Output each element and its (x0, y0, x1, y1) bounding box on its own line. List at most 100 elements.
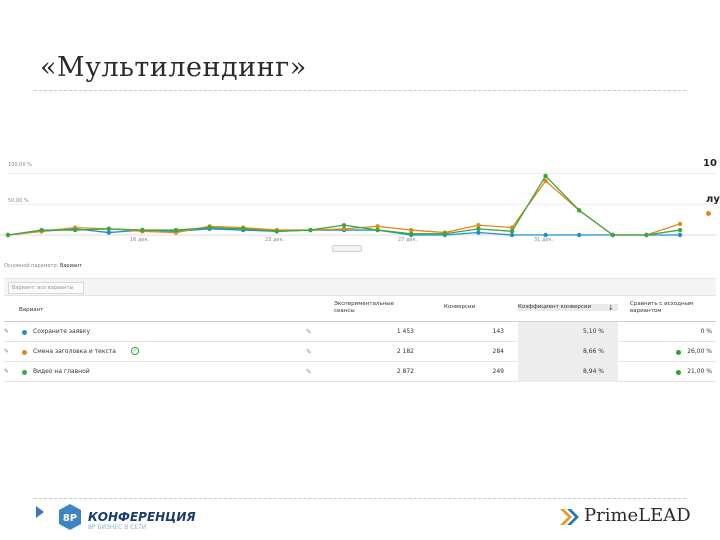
primary-dimension-row: Основной параметр: Вариант (4, 263, 82, 269)
conversions-value: 143 (492, 328, 504, 335)
line-chart-svg (0, 172, 716, 238)
series-point (577, 208, 582, 213)
edit-icon[interactable]: ✎ (4, 348, 10, 355)
brand-name: PrimeLEAD (584, 505, 691, 526)
header-sessions[interactable]: Экспериментальные сеансы (334, 301, 395, 314)
series-color-dot (22, 370, 27, 375)
conv-rate-value: 8,66 % (583, 348, 604, 355)
slide-title: «Мультилендинг» (40, 52, 307, 83)
series-point (73, 227, 78, 233)
series-point (442, 231, 447, 236)
edit-icon[interactable]: ✎ (306, 368, 312, 376)
table-row[interactable]: ✎ Смена заголовка и текста ✓ ✎ 2 182 284… (4, 342, 716, 362)
series-point (39, 227, 44, 233)
primary-dimension-label: Основной параметр: (4, 263, 59, 269)
x-tick-label: 27 дек. (398, 237, 418, 243)
series-point (106, 226, 112, 232)
series-point (509, 232, 515, 238)
series-point (5, 232, 11, 238)
x-tick-label: 31 дек. (534, 237, 554, 243)
8p-logo-icon: 8P (59, 504, 81, 530)
series-point (677, 221, 683, 227)
compare-value: 26,00 % (687, 348, 712, 355)
table-header: Вариант Экспериментальные сеансы Конверс… (4, 296, 716, 322)
primelead-logo-icon (560, 509, 579, 525)
y-tick-label: 50,00 % (8, 198, 29, 204)
footer-divider (34, 498, 686, 499)
sessions-value: 1 453 (396, 328, 414, 335)
sessions-value: 2 182 (396, 348, 414, 355)
conv-rate-highlight (518, 362, 618, 382)
conference-name: КОНФЕРЕНЦИЯ (88, 510, 196, 524)
series-point (106, 230, 112, 235)
variant-name[interactable]: Смена заголовка и текста (33, 348, 116, 355)
conversions-value: 249 (492, 368, 504, 375)
table-row[interactable]: ✎ Сохраните заявку ✎ 1 453 143 5,10 % 0 … (4, 322, 716, 342)
title-divider (34, 90, 686, 91)
compare-up-dot (676, 350, 681, 355)
series-point (341, 226, 347, 232)
variant-filter-button[interactable]: Вариант: все варианты (8, 282, 84, 294)
winner-check-icon: ✓ (131, 347, 139, 355)
conv-rate-highlight (518, 342, 618, 362)
cropped-side-label: 10 (703, 158, 717, 169)
series-point (577, 232, 582, 238)
conv-rate-value: 8,94 % (583, 368, 604, 375)
cropped-side-label: лу (706, 194, 720, 205)
series-point (476, 226, 481, 232)
series-point (543, 173, 548, 179)
sort-down-icon[interactable]: ↓ (608, 304, 614, 312)
series-point (509, 229, 515, 234)
compare-up-dot (676, 370, 681, 375)
primary-dimension-value[interactable]: Вариант (59, 263, 83, 269)
series-point (274, 229, 279, 234)
conv-rate-value: 5,10 % (583, 328, 604, 335)
series-point (409, 231, 414, 236)
chart-range-scroll-handle[interactable] (332, 245, 362, 252)
series-point (543, 232, 548, 238)
series-color-dot (22, 330, 27, 335)
x-tick-label: 16 дек. (130, 237, 150, 243)
series-point (375, 227, 380, 233)
variant-name[interactable]: Видео на главной (33, 368, 90, 375)
series-point (409, 227, 414, 233)
edit-icon[interactable]: ✎ (306, 348, 312, 356)
series-point (476, 222, 481, 228)
8p-badge-text: 8P (63, 513, 77, 524)
series-point (341, 222, 347, 228)
series-point (543, 178, 548, 184)
series-point (308, 227, 313, 233)
variant-name[interactable]: Сохраните заявку (33, 328, 90, 335)
side-orange-dot (706, 211, 711, 216)
series-point (375, 224, 380, 229)
series-point (241, 226, 246, 232)
header-variant[interactable]: Вариант (19, 307, 44, 313)
filter-bar: Вариант: все варианты (4, 278, 716, 296)
table-row[interactable]: ✎ Видео на главной ✎ 2 872 249 8,94 % 21… (4, 362, 716, 382)
series-point (140, 227, 145, 233)
series-point (476, 230, 481, 235)
series-point (677, 232, 683, 238)
conv-rate-highlight (518, 322, 618, 342)
y-tick-label: 100,00 % (8, 162, 32, 168)
edit-icon[interactable]: ✎ (4, 368, 10, 375)
compare-value: 21,00 % (687, 368, 712, 375)
footer-arrow-icon (36, 506, 44, 518)
series-point (644, 232, 649, 238)
series-point (173, 227, 179, 233)
edit-icon[interactable]: ✎ (306, 328, 312, 336)
compare-value: 0 % (700, 328, 712, 335)
series-color-dot (22, 350, 27, 355)
line-chart: 100,00 % 50,00 % 16 дек. 23 дек. 27 дек.… (0, 150, 720, 260)
series-point (610, 232, 615, 238)
experiment-table: Вариант Экспериментальные сеансы Конверс… (4, 296, 716, 382)
conversions-value: 284 (492, 348, 504, 355)
sessions-value: 2 872 (396, 368, 414, 375)
series-point (677, 227, 683, 233)
header-conversions[interactable]: Конверсии (444, 304, 476, 310)
header-compare[interactable]: Сравнить с исходным вариантом (630, 301, 694, 314)
header-conversion-rate[interactable]: Коэффициент конверсии (518, 304, 618, 311)
series-point (207, 225, 212, 230)
edit-icon[interactable]: ✎ (4, 328, 10, 335)
conference-subtitle: 8P БИЗНЕС В СЕТИ (88, 524, 147, 531)
